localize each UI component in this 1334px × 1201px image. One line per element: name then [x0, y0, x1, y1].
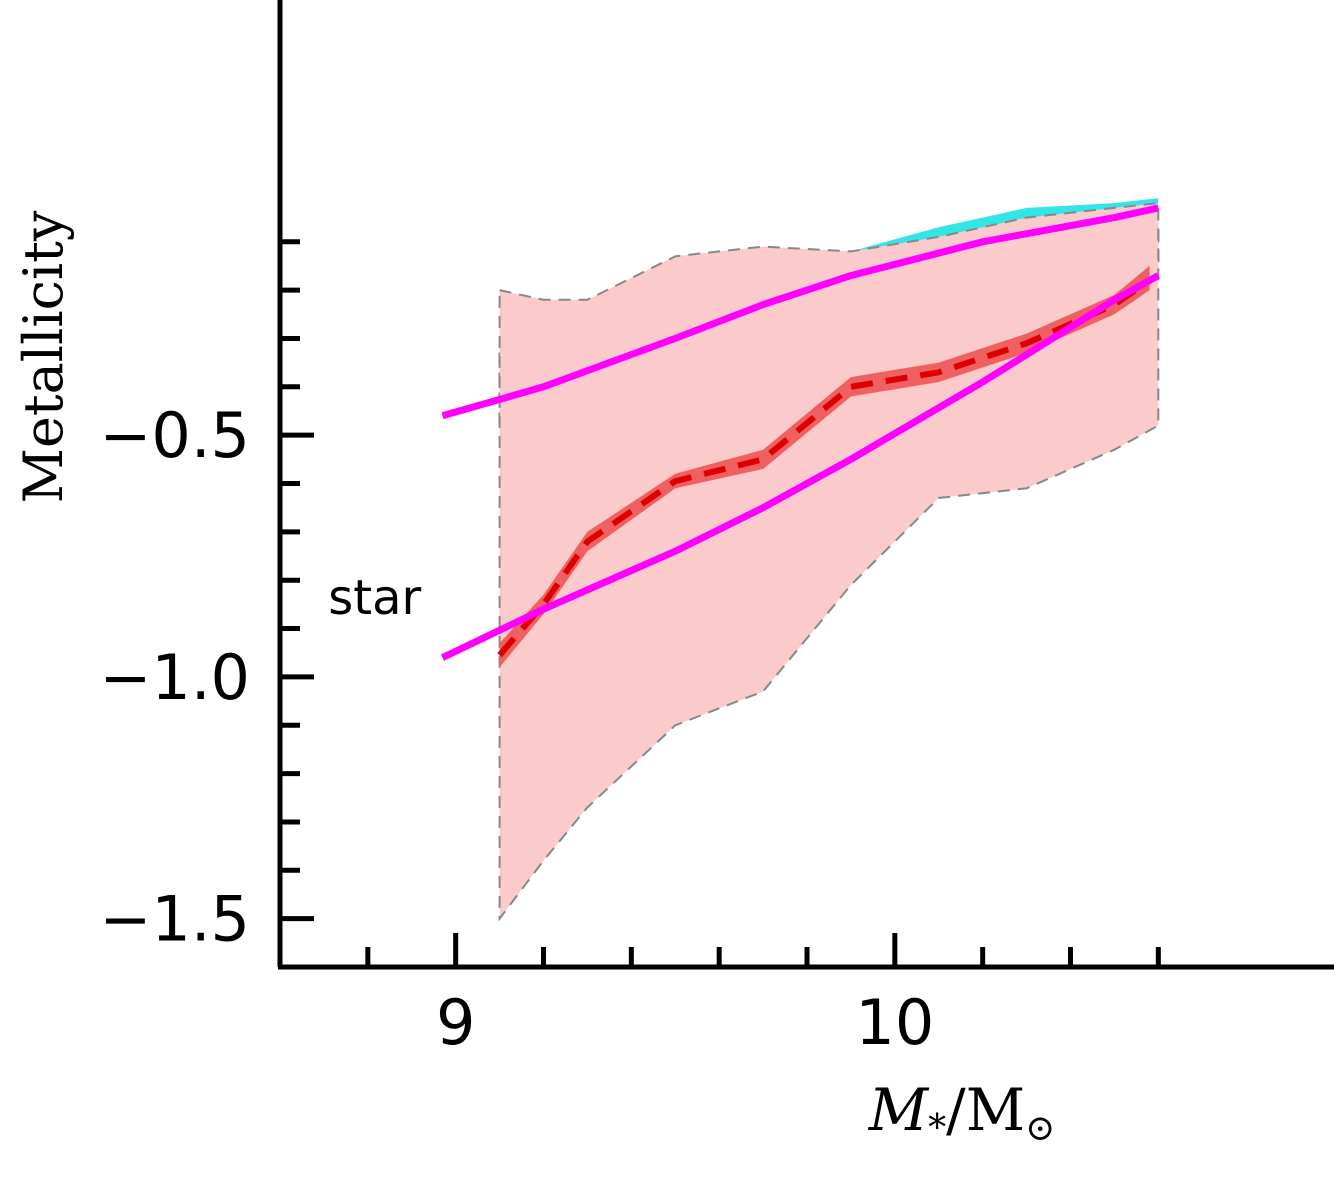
- star-reference-fit-line: [440, 272, 1160, 661]
- series-layer: [440, 198, 1160, 922]
- x-axis-title-unit: M: [966, 1076, 1025, 1144]
- x-tick-label: 9: [436, 986, 475, 1059]
- y-tick-label: −1.5: [99, 883, 250, 956]
- x-axis-title: M*/M⊙: [868, 1076, 1056, 1149]
- y-tick-label: −1.0: [99, 641, 250, 714]
- labels-layer: Metallicity M*/M⊙ star: [12, 210, 1055, 1149]
- x-tick-label: 10: [855, 986, 934, 1059]
- x-axis-title-var: M: [868, 1076, 930, 1144]
- x-axis-title-unit-sub: ⊙: [1025, 1108, 1055, 1149]
- x-axis-title-sub: *: [928, 1108, 946, 1149]
- y-tick-label: −0.5: [99, 399, 250, 472]
- gas-reference-fit-line: [441, 204, 1160, 420]
- x-axis-title-slash: /: [946, 1076, 966, 1144]
- star-scatter-band: [498, 201, 1160, 922]
- y-axis-title: Metallicity: [12, 210, 75, 503]
- annotation-star: star: [328, 570, 421, 626]
- ticks-layer: 9 10 −1.5 −1.0 −0.5: [99, 239, 1161, 1059]
